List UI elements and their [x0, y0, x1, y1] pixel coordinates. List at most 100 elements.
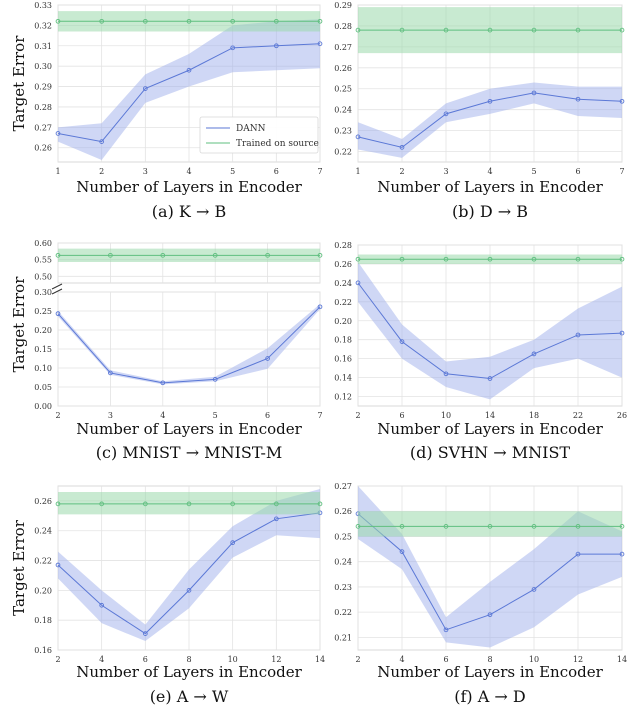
data-point	[487, 524, 493, 529]
y-tick-label: 0.25	[334, 85, 352, 94]
data-point	[186, 588, 192, 593]
x-tick-label: 3	[443, 167, 448, 176]
x-tick-label: 4	[399, 655, 404, 664]
data-point	[55, 501, 61, 507]
x-tick-label: 6	[443, 655, 448, 664]
chart-panel: 0.00 0.05 0.10 0.15 0.20 0.25 0.30 0.50 0.55 0.60…	[10, 239, 323, 462]
y-tick-label: 0.24	[334, 558, 352, 567]
data-point	[531, 351, 537, 357]
x-tick-label: 26	[617, 411, 627, 420]
y-axis-label: Target Error	[10, 276, 28, 373]
data-point	[108, 252, 113, 258]
data-point	[619, 524, 625, 529]
data-point	[443, 524, 449, 529]
data-point	[355, 27, 361, 33]
data-point	[230, 501, 236, 507]
data-point	[273, 43, 279, 49]
data-point	[212, 377, 218, 382]
x-axis-label: Number of Layers in Encoder	[377, 420, 603, 438]
data-point	[531, 256, 537, 262]
y-tick-label: 0.12	[334, 393, 352, 402]
x-tick-label: 2	[55, 655, 60, 664]
y-tick-label: 0.00	[34, 402, 52, 411]
x-tick-label: 6	[575, 167, 580, 176]
axis-break-mark	[51, 288, 63, 295]
data-point	[230, 540, 236, 546]
data-point	[487, 98, 493, 104]
y-tick-label: 0.14	[334, 374, 352, 383]
error-band	[358, 486, 622, 648]
legend-label-source: Trained on source	[236, 139, 319, 149]
data-point	[265, 356, 270, 361]
x-tick-label: 12	[271, 655, 281, 664]
panel-caption: (d) SVHN → MNIST	[410, 443, 571, 462]
y-tick-label: 0.27	[334, 482, 352, 491]
data-point	[575, 96, 581, 102]
data-point	[160, 380, 166, 386]
data-point	[399, 256, 405, 262]
data-point	[230, 18, 236, 24]
data-point	[317, 501, 323, 507]
y-tick-label: 0.26	[334, 260, 352, 269]
x-tick-label: 4	[99, 655, 104, 664]
data-point	[55, 18, 61, 24]
data-point	[399, 27, 405, 33]
y-tick-label: 0.22	[334, 298, 352, 307]
data-point	[108, 370, 113, 376]
y-tick-label: 0.15	[34, 345, 52, 354]
series-line	[357, 513, 622, 631]
data-point	[487, 376, 493, 381]
y-tick-label: 0.16	[334, 355, 352, 364]
y-tick-label: 0.27	[334, 43, 352, 52]
series-line	[57, 512, 321, 635]
y-tick-label: 0.31	[34, 42, 52, 51]
data-point	[186, 18, 192, 24]
y-tick-label: 0.26	[34, 144, 52, 153]
y-tick-label: 0.26	[334, 64, 352, 73]
x-tick-label: 14	[617, 655, 627, 664]
x-tick-label: 3	[108, 411, 113, 420]
data-point	[186, 67, 192, 73]
y-tick-label: 0.32	[34, 21, 52, 30]
x-axis-label: Number of Layers in Encoder	[377, 178, 603, 196]
data-point	[317, 18, 323, 24]
x-axis-label: Number of Layers in Encoder	[76, 663, 302, 681]
y-tick-label: 0.20	[34, 326, 52, 335]
x-tick-label: 2	[399, 167, 404, 176]
error-band	[58, 491, 320, 515]
data-point	[142, 86, 148, 91]
x-tick-label: 4	[186, 167, 191, 176]
data-point	[55, 252, 61, 258]
y-tick-label: 0.28	[334, 22, 352, 31]
y-tick-label: 0.18	[34, 616, 52, 625]
x-tick-label: 18	[529, 411, 539, 420]
x-tick-label: 6	[143, 655, 148, 664]
y-tick-label: 0.22	[34, 557, 52, 566]
data-point	[230, 45, 236, 51]
error-band	[58, 304, 320, 385]
data-point	[317, 252, 323, 258]
y-tick-label: 0.05	[34, 383, 52, 392]
x-tick-label: 5	[230, 167, 235, 176]
data-point	[273, 501, 279, 507]
x-tick-label: 2	[355, 655, 360, 664]
data-point	[99, 501, 105, 507]
data-point	[265, 252, 270, 258]
y-tick-label: 0.20	[334, 317, 352, 326]
x-tick-label: 6	[399, 411, 404, 420]
error-band	[358, 511, 622, 537]
y-tick-label: 0.26	[334, 507, 352, 516]
y-tick-label: 0.23	[334, 583, 352, 592]
x-tick-label: 8	[186, 655, 191, 664]
x-tick-label: 22	[573, 411, 583, 420]
y-tick-label: 0.23	[334, 127, 352, 136]
y-tick-label: 0.20	[34, 586, 52, 595]
x-tick-label: 10	[228, 655, 238, 664]
x-tick-label: 6	[274, 167, 279, 176]
data-point	[619, 256, 625, 262]
chart-panel: 0.120.140.160.180.200.220.240.260.282 6 10…	[334, 241, 627, 462]
data-point	[142, 631, 148, 636]
y-tick-label: 0.24	[334, 106, 352, 115]
x-tick-label: 5	[213, 411, 218, 420]
